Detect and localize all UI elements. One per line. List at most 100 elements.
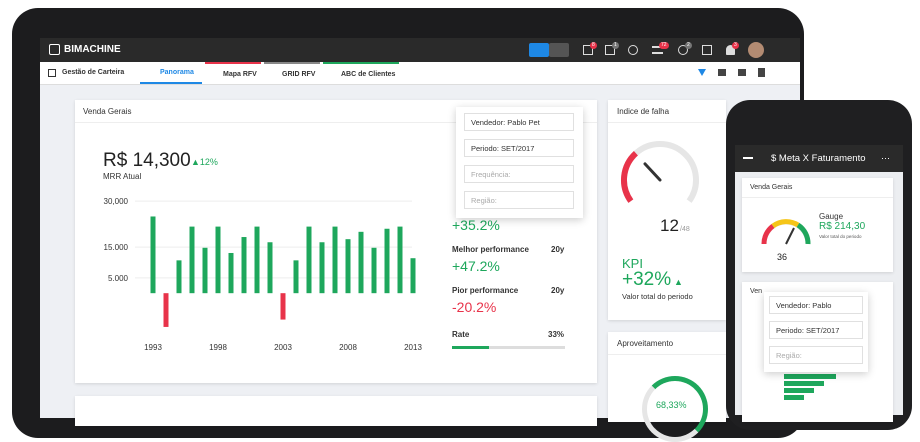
icon[interactable] <box>583 45 593 55</box>
bar <box>280 293 286 320</box>
tab[interactable]: Panorama <box>140 62 202 84</box>
top-bar: BIMACHINE 8 1 72 2 3 <box>40 38 800 62</box>
stat-label: Melhor performance <box>452 245 529 254</box>
gauge-value: R$ 214,30 <box>819 221 866 232</box>
gauge-band <box>771 219 800 229</box>
divider <box>742 197 893 198</box>
filter[interactable]: Periodo: SET/2017 <box>464 139 574 157</box>
bar <box>150 216 156 294</box>
icon[interactable] <box>605 45 615 55</box>
divider <box>75 122 597 123</box>
gauge-title: Gauge <box>819 212 844 221</box>
card-title: Aproveitamento <box>617 339 674 348</box>
kpi-value: +32% <box>622 269 672 290</box>
bar <box>176 260 182 294</box>
menu[interactable]: ⋯ <box>881 153 890 163</box>
filter[interactable]: Periodo: SET/2017 <box>769 321 863 339</box>
icon[interactable] <box>758 68 765 77</box>
view-toggle[interactable] <box>529 43 549 57</box>
badge: 1 <box>612 42 619 49</box>
gauge-value: 12 <box>660 216 679 235</box>
needle <box>643 162 662 182</box>
rate-label: Rate <box>452 330 470 339</box>
badge: 2 <box>685 42 692 49</box>
bar <box>163 293 169 327</box>
rate-track <box>452 346 565 349</box>
card-title: Venda Gerais <box>83 107 132 116</box>
tab[interactable]: Mapa RFV <box>205 62 261 84</box>
bar <box>293 260 299 294</box>
tab[interactable]: Gestão de Carteira <box>62 69 125 76</box>
icon[interactable] <box>718 69 726 76</box>
icon[interactable] <box>738 69 746 76</box>
kpi-arrow: ▲ <box>674 277 683 287</box>
icon[interactable] <box>652 46 663 54</box>
kpi-value: R$ 14,300 <box>103 150 191 171</box>
rate-value: 33% <box>548 330 565 339</box>
bar <box>215 226 221 294</box>
bar <box>358 231 364 294</box>
filter[interactable]: Região: <box>464 191 574 209</box>
tab[interactable]: ABC de Clientes <box>323 62 399 84</box>
kpi-caption: Valor total do periodo <box>622 292 693 301</box>
kpi-label: KPI <box>622 256 643 271</box>
logo-icon <box>49 44 60 55</box>
icon[interactable] <box>628 45 638 55</box>
kpi-caption: MRR Atual <box>103 172 142 181</box>
gauge-band <box>621 151 639 203</box>
bar <box>267 242 273 294</box>
gauge-number: 36 <box>777 252 788 262</box>
avatar[interactable] <box>748 42 764 58</box>
bar-shape <box>784 388 814 393</box>
badge: 72 <box>659 42 669 49</box>
aproveitamento-card: Aproveitamento 68,33% <box>608 332 726 442</box>
filter[interactable]: Vendedor: Pablo Pet <box>464 113 574 131</box>
gauge-caption: Valor total do periodo <box>819 234 862 239</box>
needle <box>785 227 795 245</box>
x-tick-label: 2008 <box>339 343 357 352</box>
icon[interactable] <box>726 45 735 55</box>
bar-shape <box>784 395 804 400</box>
back-arrow[interactable] <box>743 157 753 159</box>
icon[interactable] <box>678 45 688 55</box>
donut-value: 68,33% <box>656 400 687 410</box>
bar-shape <box>784 374 836 379</box>
settings-toggle[interactable] <box>549 43 569 57</box>
filter[interactable]: Vendedor: Pablo <box>769 296 863 314</box>
badge: 3 <box>732 42 739 49</box>
phone-title: $ Meta X Faturamento <box>771 153 866 164</box>
x-tick-label: 1993 <box>144 343 162 352</box>
stat-period: 20y <box>551 245 565 254</box>
gauge <box>621 141 699 203</box>
phone-gauge <box>761 219 811 245</box>
bar-shape <box>784 381 824 386</box>
filter[interactable]: Frequência: <box>464 165 574 183</box>
bottom-card <box>75 396 597 426</box>
phone-filter-popup: Vendedor: Pablo Periodo: SET/2017 Região… <box>764 292 868 372</box>
tab[interactable]: GRID RFV <box>264 62 320 84</box>
phone-header: $ Meta X Faturamento ⋯ <box>735 145 903 172</box>
kpi-change: ▲12% <box>191 157 218 167</box>
filter[interactable]: Região: <box>769 346 863 364</box>
bar-chart: 30,000 15.000 5.000 1993 1998 2003 2008 2013 <box>104 197 423 352</box>
page: BIMACHINE 8 1 72 2 3 Gestão de Carteira … <box>12 8 912 442</box>
filter-icon[interactable] <box>698 69 706 76</box>
filter-popup: Vendedor: Pablo Pet Periodo: SET/2017 Fr… <box>456 107 583 218</box>
x-tick-label: 2013 <box>404 343 422 352</box>
icon[interactable] <box>702 45 712 55</box>
stat-value: +47.2% <box>452 258 500 274</box>
bar <box>228 252 234 294</box>
y-tick-label: 15.000 <box>104 243 129 252</box>
stat-period: 20y <box>551 286 565 295</box>
stat-value: +35.2% <box>452 217 500 233</box>
divider <box>608 354 726 355</box>
bar <box>241 237 247 294</box>
bar <box>319 242 325 294</box>
stat-value: -20.2% <box>452 299 497 315</box>
stat-label: Pior performance <box>452 286 519 295</box>
y-tick-label: 5.000 <box>108 274 129 283</box>
card-title: Venda Gerais <box>750 184 793 191</box>
bar <box>254 226 260 294</box>
tab-bar <box>40 62 800 85</box>
gauge-card: Indice de falha 12 /48 KPI +32% ▲ Valor … <box>608 100 726 320</box>
